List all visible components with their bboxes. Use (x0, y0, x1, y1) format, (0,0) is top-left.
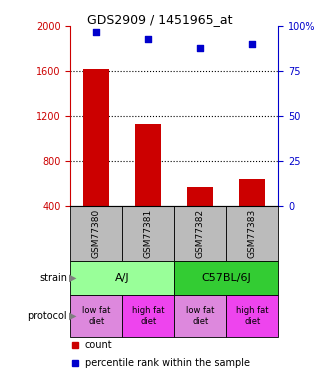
Text: C57BL/6J: C57BL/6J (202, 273, 251, 283)
Text: low fat
diet: low fat diet (186, 306, 215, 326)
Point (94, 28, 99, 34)
Text: high fat
diet: high fat diet (236, 306, 269, 326)
Point (198, 45, 203, 51)
Text: percentile rank within the sample: percentile rank within the sample (85, 358, 250, 368)
Text: GSM77383: GSM77383 (248, 209, 257, 258)
Text: low fat
diet: low fat diet (82, 306, 111, 326)
Bar (135, 124, 161, 206)
Text: ▶: ▶ (69, 311, 76, 321)
Bar (70, 296, 123, 337)
Bar (174, 296, 227, 337)
Bar (239, 179, 265, 206)
Bar (227, 296, 278, 337)
Text: A/J: A/J (115, 273, 130, 283)
Bar (70, 261, 174, 296)
Bar (174, 206, 227, 261)
Text: GSM77380: GSM77380 (92, 209, 101, 258)
Text: GDS2909 / 1451965_at: GDS2909 / 1451965_at (87, 13, 233, 26)
Text: protocol: protocol (28, 311, 67, 321)
Point (250, 41, 255, 47)
Bar (84, 69, 109, 206)
Text: GSM77381: GSM77381 (144, 209, 153, 258)
Text: count: count (85, 340, 113, 350)
Text: ▶: ▶ (69, 273, 76, 283)
Point (146, 36, 151, 42)
Text: strain: strain (39, 273, 67, 283)
Text: GSM77382: GSM77382 (196, 209, 205, 258)
Bar (188, 187, 213, 206)
Bar (123, 296, 174, 337)
Bar (227, 206, 278, 261)
Text: high fat
diet: high fat diet (132, 306, 165, 326)
Bar (70, 206, 123, 261)
Bar (174, 261, 278, 296)
Bar (123, 206, 174, 261)
